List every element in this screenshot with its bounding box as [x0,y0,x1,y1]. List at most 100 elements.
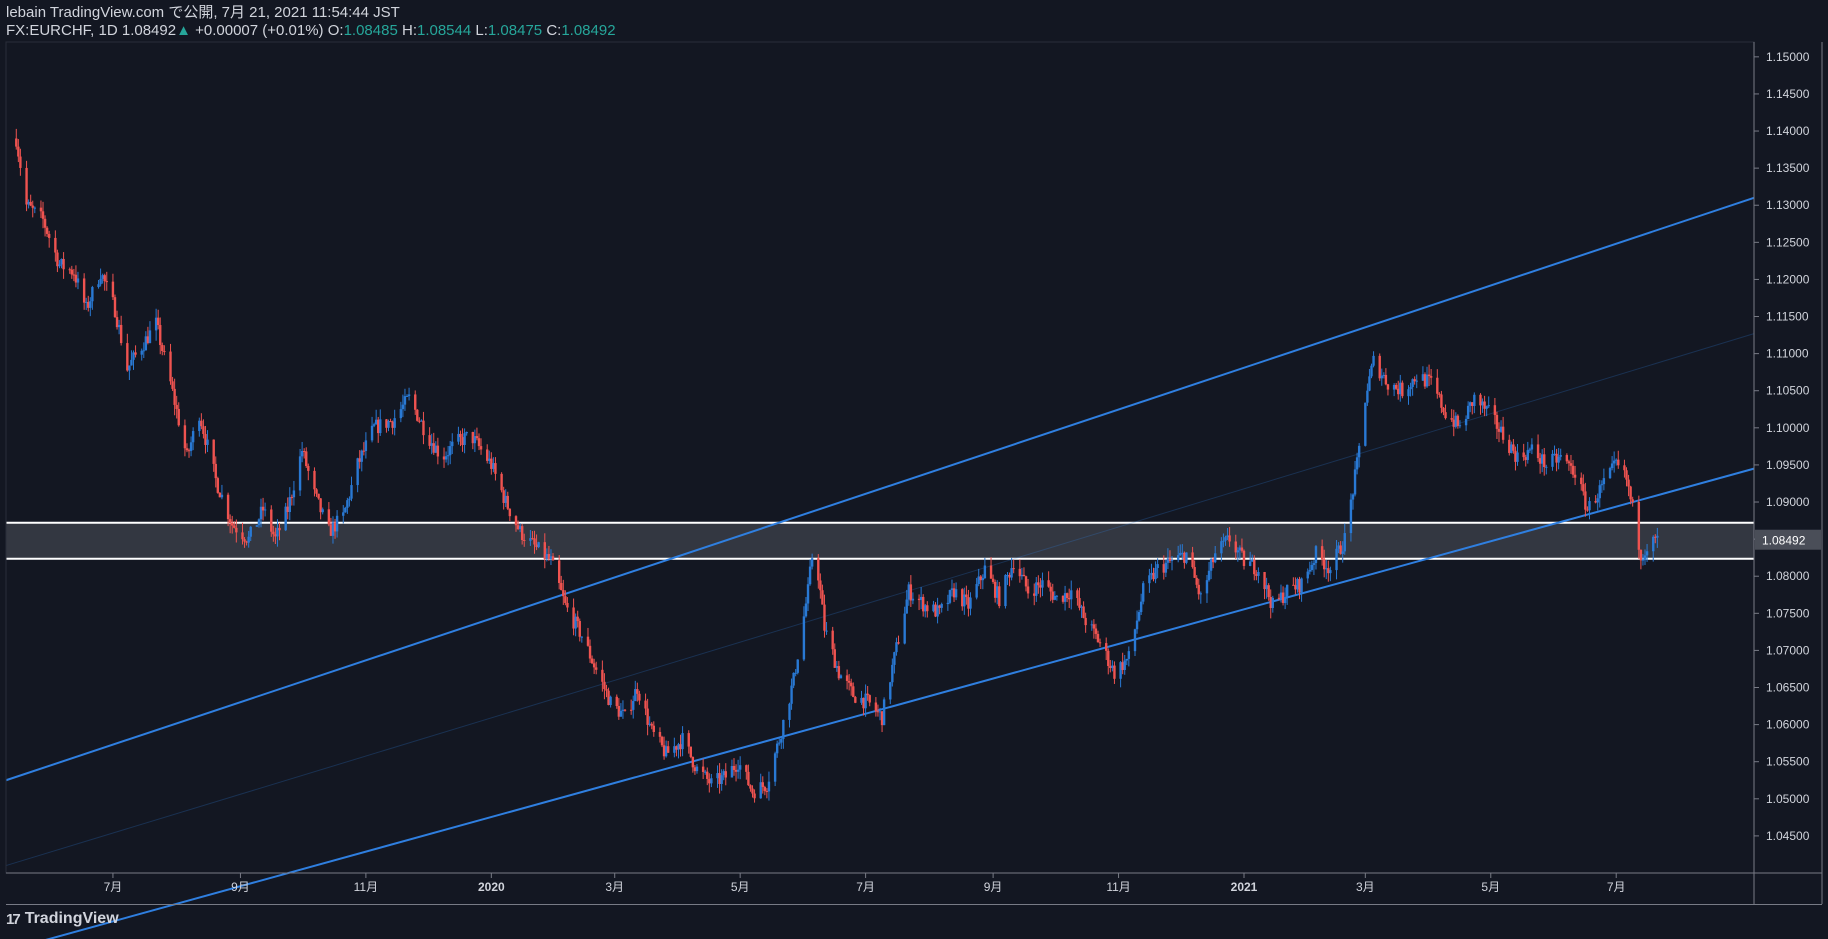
trend-channel [5,196,1755,939]
candle-body [1156,564,1159,569]
candle-body [1631,499,1634,502]
candle-body [1080,606,1083,608]
candle-body [111,281,115,298]
candle-body [677,744,680,750]
candle-body [533,538,536,545]
candle-body [333,522,337,532]
candle-body [1265,585,1268,590]
candle-body [1111,665,1114,669]
candle-body [788,703,791,720]
candle-body [998,586,1001,607]
candle-body [919,596,923,601]
candle-body [852,686,855,697]
time-axis[interactable]: 7月 9月 11月 2020 3月 5月 7月 9月 11月 2021 3月 5月 7月 [104,873,1626,894]
candle-body [360,450,363,462]
candle-body [173,388,176,405]
candle-body [1306,571,1309,579]
candle-body [946,602,950,605]
symbol-label[interactable]: FX:EURCHF, 1D [6,22,118,39]
candle-body [1162,564,1165,573]
candle-body [327,509,331,525]
price-axis[interactable]: 1.15000 1.14500 1.14000 1.13500 1.13000 1.125… [1754,50,1821,843]
candle-body [1224,537,1227,541]
candle-body [592,663,596,668]
candle-body [492,463,495,469]
candle-body [730,765,734,778]
candle-body [358,458,361,462]
candle-body [778,742,781,744]
candle-body [837,666,841,679]
candle-body [979,576,982,581]
candle-body [335,515,339,532]
candle-body [1298,579,1301,593]
current-price-label: 1.08492 [1762,534,1806,548]
candle-body [691,756,695,768]
candle-body [1148,575,1151,584]
x-tick-label: 5月 [1481,880,1500,894]
candle-body [161,345,164,352]
candle-body [545,554,549,559]
candle-body [1251,559,1254,562]
candle-body [652,725,655,732]
candle-body [549,556,553,559]
candle-body [226,494,230,520]
candle-body [1423,374,1427,387]
candle-body [243,539,246,542]
x-tick-label: 11月 [1106,880,1130,894]
candle-body [1652,536,1655,552]
candle-body [518,526,522,530]
candle-body [1584,491,1587,510]
candle-body [1135,620,1139,630]
candle-body [1191,552,1194,568]
candle-body [996,586,999,598]
y-tick-label: 1.09000 [1766,495,1810,509]
candle-body [1573,474,1577,478]
candle-body [1341,551,1344,554]
candle-body [321,509,324,513]
candle-body [62,258,65,270]
candle-body [1310,564,1314,570]
y-tick-label: 1.12500 [1766,235,1810,249]
channel-upper-line[interactable] [5,196,1755,782]
candle-body [586,636,590,646]
candle-body [307,465,310,471]
candle-body [1090,624,1094,626]
candle-body [523,539,526,541]
candle-body [926,605,929,612]
candle-body [490,458,493,469]
candle-body [270,509,273,532]
candle-body [1553,453,1556,455]
candle-body [1454,415,1458,427]
candle-body [1637,501,1641,550]
candle-body [780,739,783,743]
candle-body [177,408,180,426]
candle-body [792,672,795,686]
candle-body [1041,580,1044,588]
candle-body [1582,484,1585,492]
candle-body [1255,574,1258,576]
candle-body [305,451,308,466]
candle-body [43,218,47,228]
candle-body [319,498,322,513]
candle-body [759,782,762,799]
channel-midline[interactable] [5,333,1755,867]
candle-body [773,753,777,782]
tradingview-brand[interactable]: 17 TradingView [6,910,119,928]
candle-body [876,711,880,713]
candle-body [342,512,345,516]
candle-body [1292,584,1295,586]
candle-body [1121,662,1124,670]
candle-body [745,765,748,772]
candle-body [965,594,968,598]
candle-body [1082,606,1085,618]
candle-body [666,746,670,753]
candle-body [374,419,378,425]
candle-body [29,201,32,206]
candle-body [551,556,555,561]
candle-body [1450,418,1453,420]
candle-body [529,538,532,541]
y-tick-label: 1.05500 [1766,755,1810,769]
candle-body [895,642,898,653]
candle-body [874,702,878,712]
